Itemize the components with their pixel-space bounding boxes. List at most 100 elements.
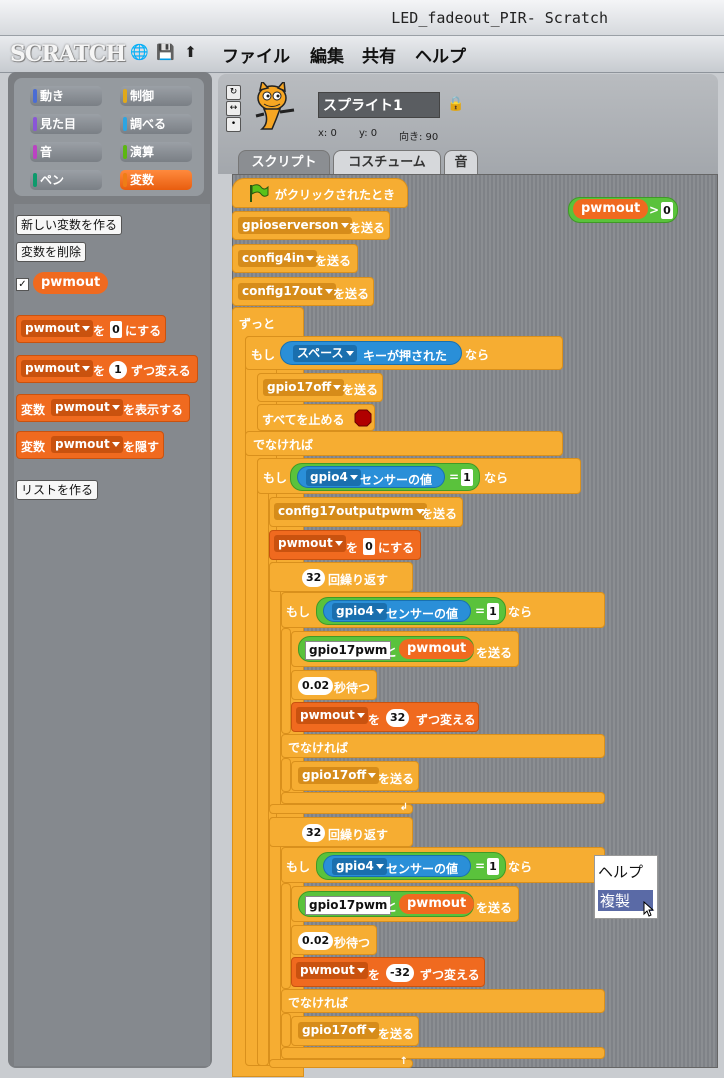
broadcast-join-block[interactable]: gpio17pwm と pwmout を送る [291, 886, 519, 922]
value-input[interactable]: 0 [661, 202, 673, 219]
broadcast-join-block[interactable]: gpio17pwm と pwmout を送る [291, 631, 519, 667]
set-variable-block[interactable]: pwmout を 0 にする [269, 530, 421, 560]
repeat-block[interactable] [269, 562, 281, 812]
value-input[interactable]: 1 [109, 361, 127, 379]
tab-costumes[interactable]: コスチューム [333, 150, 441, 174]
variable-dropdown[interactable]: pwmout [274, 535, 346, 552]
variable-checkbox[interactable]: ✓ [16, 278, 29, 291]
repeat-header[interactable]: 32 回繰り返す [269, 562, 413, 592]
broadcast-block[interactable]: gpioserverson を送る [232, 211, 390, 240]
value-input[interactable]: 1 [461, 469, 473, 486]
wait-block[interactable]: 0.02 秒待つ [291, 670, 377, 700]
sensor-dropdown[interactable]: gpio4 [332, 603, 387, 620]
value-input[interactable]: 1 [487, 858, 499, 875]
sprite-name-field[interactable]: スプライト1 [318, 92, 440, 118]
category-motion[interactable]: 動き [30, 86, 102, 106]
change-variable-block[interactable]: pwmout を -32 ずつ変える [291, 957, 485, 987]
greater-than-reporter[interactable]: pwmout > 0 [568, 197, 678, 223]
green-flag-hat-block[interactable]: がクリックされたとき [232, 178, 408, 208]
sensor-value-block[interactable]: gpio4 センサーの値 [297, 466, 445, 488]
category-looks[interactable]: 見た目 [30, 114, 102, 134]
variable-reporter[interactable]: pwmout [399, 894, 475, 914]
change-variable-block[interactable]: pwmout を 1 ずつ変える [16, 355, 198, 383]
broadcast-block[interactable]: gpio17off を送る [257, 373, 383, 402]
equals-block[interactable]: gpio4 センサーの値 = 1 [316, 852, 506, 880]
set-variable-block[interactable]: pwmout を 0 にする [16, 315, 166, 343]
join-block[interactable]: gpio17pwm と pwmout [298, 891, 475, 917]
if-else-header[interactable]: もし gpio4 センサーの値 = 1 なら [257, 458, 581, 494]
flip-icon[interactable]: ↔ [226, 101, 241, 116]
broadcast-block[interactable]: gpio17off を送る [291, 1016, 419, 1046]
key-dropdown[interactable]: スペース [293, 345, 357, 362]
category-pen[interactable]: ペン [30, 170, 102, 190]
if-else-header[interactable]: もし スペース キーが押された なら [245, 336, 563, 370]
category-control[interactable]: 制御 [120, 86, 192, 106]
variable-dropdown[interactable]: pwmout [21, 360, 93, 377]
variable-reporter[interactable]: pwmout [399, 639, 475, 659]
sensor-value-block[interactable]: gpio4 センサーの値 [323, 600, 471, 622]
menu-help[interactable]: ヘルプ [415, 47, 466, 67]
message-dropdown[interactable]: gpio17off [298, 767, 380, 784]
share-icon[interactable]: ⬆ [184, 43, 197, 61]
message-dropdown[interactable]: config17out [238, 283, 336, 300]
lock-icon[interactable]: 🔒 [447, 96, 465, 112]
menu-share[interactable]: 共有 [362, 47, 396, 67]
category-sensing[interactable]: 調べる [120, 114, 192, 134]
context-menu-help[interactable]: ヘルプ [598, 863, 644, 881]
save-icon[interactable]: 💾 [156, 43, 175, 61]
join-block[interactable]: gpio17pwm と pwmout [298, 636, 475, 662]
if-else-header[interactable]: もし gpio4 センサーの値 = 1 なら [281, 847, 605, 883]
globe-icon[interactable]: 🌐 [130, 43, 149, 61]
message-dropdown[interactable]: gpio17off [298, 1022, 380, 1039]
sensor-dropdown[interactable]: gpio4 [332, 858, 387, 875]
value-input[interactable]: 0 [110, 321, 122, 338]
repeat-count-input[interactable]: 32 [302, 824, 326, 842]
new-list-button[interactable]: リストを作る [16, 480, 99, 500]
context-menu-duplicate[interactable]: 複製 [598, 890, 653, 911]
delete-variable-button[interactable]: 変数を削除 [16, 242, 87, 262]
broadcast-block[interactable]: config4in を送る [232, 244, 358, 273]
value-input[interactable]: 32 [386, 709, 410, 727]
sensor-dropdown[interactable]: gpio4 [306, 469, 361, 486]
wait-block[interactable]: 0.02 秒待つ [291, 925, 377, 955]
variable-dropdown[interactable]: pwmout [51, 399, 123, 416]
variable-dropdown[interactable]: pwmout [296, 707, 368, 724]
text-input[interactable]: gpio17pwm [305, 641, 392, 660]
category-sound[interactable]: 音 [30, 142, 102, 162]
category-operators[interactable]: 演算 [120, 142, 192, 162]
message-dropdown[interactable]: config17outputpwm [274, 503, 427, 520]
repeat-header[interactable]: 32 回繰り返す [269, 817, 413, 847]
text-input[interactable]: gpio17pwm [305, 896, 392, 915]
message-dropdown[interactable]: config4in [238, 250, 318, 267]
variable-reporter[interactable]: pwmout [33, 272, 109, 294]
key-pressed-block[interactable]: スペース キーが押された [280, 341, 462, 365]
equals-block[interactable]: gpio4 センサーの値 = 1 [316, 597, 506, 625]
sensor-value-block[interactable]: gpio4 センサーの値 [323, 855, 471, 877]
no-rotate-icon[interactable]: • [226, 117, 241, 132]
variable-reporter[interactable]: pwmout [573, 199, 649, 219]
variable-dropdown[interactable]: pwmout [51, 436, 123, 453]
broadcast-block[interactable]: config17out を送る [232, 277, 374, 306]
stop-all-block[interactable]: すべてを止める [257, 404, 375, 431]
wait-seconds-input[interactable]: 0.02 [298, 932, 334, 950]
wait-seconds-input[interactable]: 0.02 [298, 677, 334, 695]
menu-edit[interactable]: 編集 [310, 47, 344, 67]
repeat-block[interactable] [269, 817, 281, 1067]
value-input[interactable]: 1 [487, 603, 499, 620]
message-dropdown[interactable]: gpioserverson [238, 217, 352, 234]
change-variable-block[interactable]: pwmout を 32 ずつ変える [291, 702, 479, 732]
repeat-count-input[interactable]: 32 [302, 569, 326, 587]
new-variable-button[interactable]: 新しい変数を作る [16, 215, 123, 235]
if-else-header[interactable]: もし gpio4 センサーの値 = 1 なら [281, 592, 605, 628]
message-dropdown[interactable]: gpio17off [263, 379, 345, 396]
variable-dropdown[interactable]: pwmout [296, 962, 368, 979]
tab-sounds[interactable]: 音 [444, 150, 478, 174]
variable-dropdown[interactable]: pwmout [21, 320, 93, 337]
if-else-block[interactable] [257, 458, 269, 1066]
value-input[interactable]: -32 [386, 964, 414, 982]
show-variable-block[interactable]: 変数 pwmout を表示する [16, 394, 190, 422]
broadcast-block[interactable]: gpio17off を送る [291, 761, 419, 791]
menu-file[interactable]: ファイル [222, 47, 290, 67]
broadcast-block[interactable]: config17outputpwm を送る [269, 497, 463, 527]
category-variables[interactable]: 変数 [120, 170, 192, 190]
